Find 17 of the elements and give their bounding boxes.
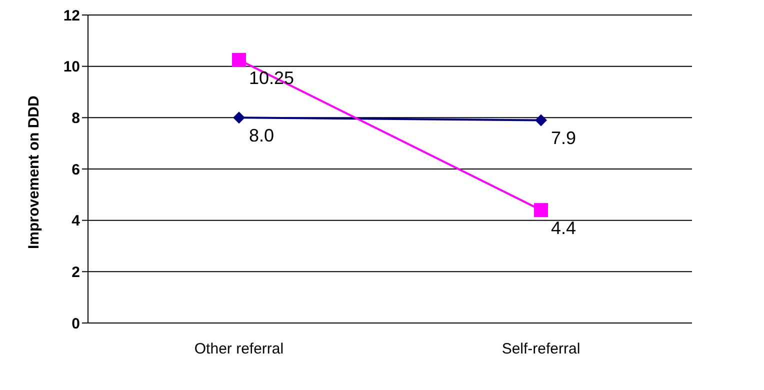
point	[534, 203, 548, 218]
y-tick-label: 2	[72, 264, 80, 281]
y-tick-label: 12	[63, 7, 80, 24]
y-tick-label: 10	[63, 58, 80, 76]
x-tick-label: Other referral	[194, 340, 284, 358]
point	[535, 114, 547, 126]
data-label: 8.0	[249, 126, 274, 146]
data-label: 7.9	[551, 128, 576, 148]
point	[232, 52, 246, 67]
y-tick-label: 0	[72, 315, 80, 332]
y-axis-title: Improvement on DDD	[25, 95, 42, 249]
y-tick-label: 6	[72, 161, 80, 178]
y-tick-label: 4	[72, 212, 81, 230]
y-tick-label: 8	[72, 110, 80, 127]
data-label: 4.4	[551, 218, 576, 238]
point	[233, 112, 245, 124]
x-tick-label: Self-referral	[502, 340, 580, 358]
